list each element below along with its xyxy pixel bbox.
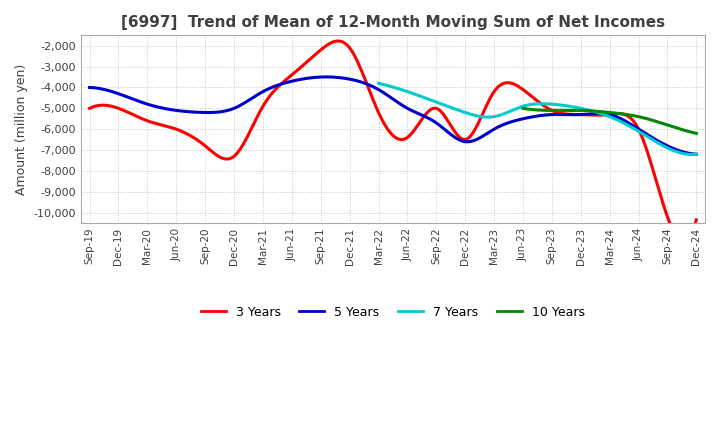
3 Years — [637, 133, 646, 139]
5 Years — [323, 74, 331, 80]
10 Years — [622, 112, 631, 117]
5 Years — [85, 85, 94, 90]
3 Years — [446, 123, 455, 128]
7 Years — [375, 81, 384, 86]
5 Years — [449, 133, 457, 139]
7 Years — [692, 151, 701, 157]
3 Years — [598, 113, 607, 118]
5 Years — [637, 128, 646, 134]
Title: [6997]  Trend of Mean of 12-Month Moving Sum of Net Incomes: [6997] Trend of Mean of 12-Month Moving … — [121, 15, 665, 30]
3 Years — [87, 105, 96, 110]
10 Years — [676, 126, 685, 132]
Line: 3 Years: 3 Years — [89, 41, 696, 243]
Legend: 3 Years, 5 Years, 7 Years, 10 Years: 3 Years, 5 Years, 7 Years, 10 Years — [196, 301, 590, 323]
7 Years — [562, 103, 571, 108]
3 Years — [333, 38, 341, 44]
7 Years — [642, 133, 651, 139]
Line: 10 Years: 10 Years — [523, 108, 696, 133]
10 Years — [692, 131, 701, 136]
3 Years — [449, 126, 457, 131]
7 Years — [374, 81, 383, 86]
3 Years — [459, 137, 467, 142]
3 Years — [692, 217, 701, 223]
7 Years — [563, 103, 572, 109]
5 Years — [459, 139, 467, 144]
10 Years — [518, 106, 527, 111]
5 Years — [87, 85, 96, 90]
5 Years — [692, 151, 701, 157]
7 Years — [569, 104, 577, 110]
5 Years — [598, 111, 607, 116]
Line: 5 Years: 5 Years — [89, 77, 696, 154]
7 Years — [688, 152, 696, 157]
Y-axis label: Amount (million yen): Amount (million yen) — [15, 63, 28, 195]
10 Years — [625, 112, 634, 117]
3 Years — [680, 240, 688, 246]
10 Years — [519, 106, 528, 111]
7 Years — [662, 145, 671, 150]
5 Years — [446, 132, 455, 137]
10 Years — [665, 123, 673, 128]
Line: 7 Years: 7 Years — [379, 83, 696, 154]
10 Years — [621, 112, 630, 117]
3 Years — [85, 106, 94, 111]
